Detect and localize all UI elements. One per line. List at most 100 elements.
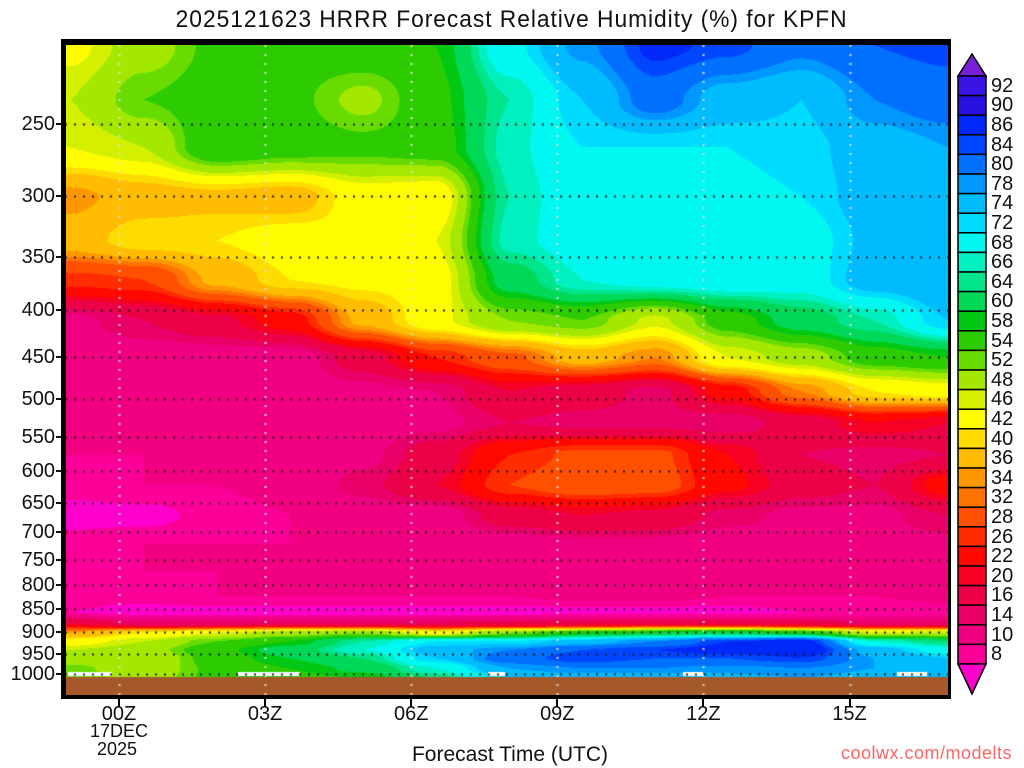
colorbar-label: 64 — [991, 270, 1014, 293]
y-axis-tick — [56, 356, 62, 359]
y-axis-tick-label: 1000 — [10, 662, 56, 685]
y-axis-tick — [56, 435, 62, 438]
y-axis-tick — [56, 470, 62, 473]
y-axis-tick — [56, 631, 62, 634]
colorbar-segment — [957, 251, 987, 273]
colorbar-label: 74 — [991, 192, 1014, 215]
colorbar-label: 84 — [991, 133, 1014, 156]
y-axis-tick — [56, 558, 62, 561]
colorbar-segment — [957, 232, 987, 254]
y-axis-tick — [56, 195, 62, 198]
colorbar-label: 48 — [991, 368, 1014, 391]
colorbar-segment — [957, 94, 987, 116]
colorbar-segment — [957, 506, 987, 528]
y-axis-tick-label: 900 — [21, 621, 55, 644]
y-axis-tick — [56, 397, 62, 400]
y-axis-tick — [56, 309, 62, 312]
y-axis-tick — [56, 608, 62, 611]
colorbar-segment — [957, 369, 987, 391]
watermark-link[interactable]: coolwx.com/modelts — [840, 743, 1012, 763]
colorbar-segment — [957, 604, 987, 626]
colorbar-label: 22 — [991, 545, 1014, 568]
y-axis-tick-label: 450 — [21, 346, 55, 369]
colorbar-segment — [957, 75, 987, 97]
colorbar-segment — [957, 408, 987, 430]
y-axis-tick-label: 400 — [21, 299, 55, 322]
colorbar-label: 80 — [991, 153, 1014, 176]
page-title-text: 2025121623 HRRR Forecast Relative Humidi… — [176, 6, 848, 33]
colorbar-label: 72 — [991, 212, 1014, 234]
plot-border-left — [61, 39, 66, 699]
colorbar-segment — [957, 290, 987, 312]
colorbar-label: 58 — [991, 310, 1014, 332]
colorbar-arrow-bottom — [956, 663, 988, 696]
colorbar-label: 40 — [991, 427, 1014, 450]
x-axis-tick — [702, 699, 705, 707]
x-axis-date-month: 17DEC — [89, 721, 149, 741]
x-axis-date-year: 2025 — [96, 739, 138, 759]
colorbar-label: 26 — [991, 525, 1014, 548]
y-axis-tick — [56, 652, 62, 655]
y-axis-tick-label: 650 — [21, 492, 55, 514]
colorbar-segment — [957, 584, 987, 606]
colorbar-segment — [957, 271, 987, 293]
y-axis-tick-label: 950 — [21, 642, 55, 665]
y-axis-tick-label: 500 — [21, 387, 55, 410]
x-axis-title: Forecast Time (UTC) — [411, 743, 608, 766]
plot-border-bottom — [61, 695, 951, 699]
y-axis-tick-label: 700 — [21, 521, 55, 544]
x-axis-tick-label: 03Z — [247, 703, 283, 725]
colorbar-segment — [957, 428, 987, 450]
colorbar-segment — [957, 526, 987, 548]
colorbar-segment — [957, 153, 987, 175]
x-axis-tick-label: 09Z — [540, 703, 575, 725]
y-axis-tick — [56, 256, 62, 259]
x-axis-tick — [556, 699, 559, 707]
colorbar-segment — [957, 310, 987, 332]
y-axis-tick-label: 750 — [21, 548, 55, 571]
rh-contour-field — [65, 45, 948, 695]
y-axis-tick-label: 250 — [21, 112, 55, 135]
colorbar-label: 92 — [991, 74, 1014, 97]
y-axis-tick — [56, 584, 62, 587]
colorbar-segment — [957, 349, 987, 371]
y-axis-tick — [56, 672, 62, 675]
colorbar-segment — [957, 388, 987, 410]
colorbar-segment — [957, 467, 987, 489]
colorbar-label: 78 — [991, 172, 1014, 195]
colorbar-label: 34 — [991, 466, 1014, 489]
colorbar-segment — [957, 643, 987, 665]
colorbar-label: 36 — [991, 447, 1014, 470]
colorbar-arrow-top — [956, 52, 988, 77]
page-title: 2025121623 HRRR Forecast Relative Humidi… — [0, 6, 1024, 34]
colorbar — [956, 52, 988, 696]
colorbar-segment — [957, 330, 987, 352]
x-axis-tick — [410, 699, 413, 707]
x-axis-tick-label: 15Z — [832, 703, 867, 725]
colorbar-label: 46 — [991, 388, 1014, 411]
colorbar-label: 16 — [991, 584, 1014, 607]
colorbar-segment — [957, 486, 987, 508]
colorbar-label: 86 — [991, 114, 1014, 136]
colorbar-segment — [957, 114, 987, 136]
colorbar-label: 8 — [991, 643, 1003, 666]
y-axis-tick-label: 850 — [21, 598, 55, 621]
colorbar-segment — [957, 447, 987, 469]
y-axis-tick-label: 600 — [21, 460, 55, 483]
colorbar-segment — [957, 565, 987, 587]
colorbar-label: 14 — [991, 604, 1014, 626]
y-axis-tick — [56, 122, 62, 125]
x-axis-tick — [118, 699, 120, 707]
colorbar-label: 68 — [991, 231, 1014, 254]
colorbar-label: 42 — [991, 408, 1014, 430]
x-axis-tick-label: 06Z — [393, 703, 429, 725]
x-axis-tick-label: 12Z — [686, 703, 721, 725]
colorbar-segment — [957, 212, 987, 234]
plot-border-right — [948, 39, 951, 699]
colorbar-label: 32 — [991, 486, 1014, 509]
x-axis-tick-label: 00Z — [101, 703, 137, 725]
y-axis-tick-label: 350 — [21, 246, 55, 269]
y-axis-tick-label: 300 — [21, 185, 55, 208]
colorbar-label: 54 — [991, 329, 1014, 352]
